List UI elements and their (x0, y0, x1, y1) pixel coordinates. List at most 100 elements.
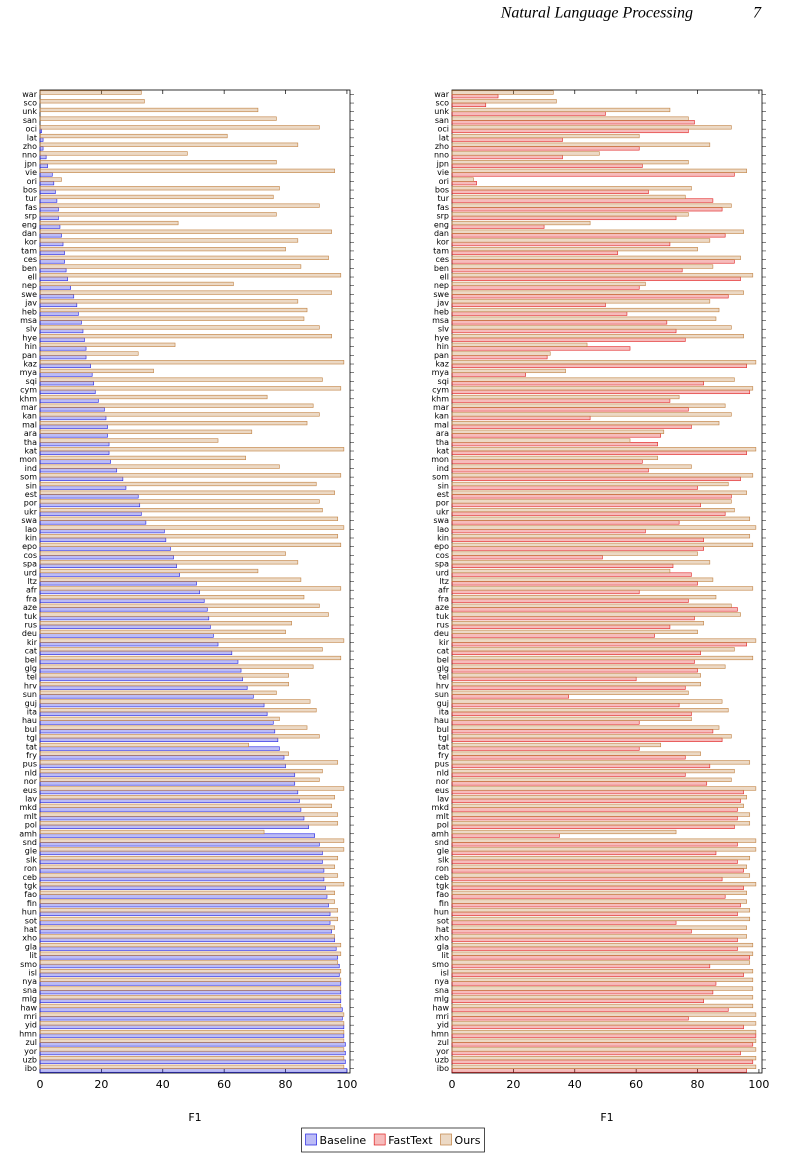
category-label: ukr (24, 507, 38, 516)
category-label: lav (25, 794, 37, 803)
category-label: hye (22, 333, 37, 342)
bar (451, 94, 499, 99)
bar (39, 594, 305, 600)
category-label: som (20, 473, 37, 482)
category-label: yor (436, 1047, 450, 1056)
bar (39, 233, 62, 238)
category-label: tel (439, 673, 449, 682)
bar (451, 316, 717, 321)
category-label: bul (437, 725, 449, 734)
bar (451, 803, 744, 808)
bar (39, 1064, 345, 1069)
bar (39, 360, 345, 365)
bar (39, 551, 286, 556)
bar (451, 920, 677, 925)
bar (451, 198, 714, 203)
bar (39, 429, 253, 434)
category-label: guj (437, 699, 449, 708)
bar (451, 502, 701, 508)
category-label: snd (435, 838, 449, 847)
category-label: hin (25, 342, 37, 351)
category-label: tgk (436, 881, 449, 890)
bar (39, 690, 277, 695)
bar (451, 903, 741, 908)
bar (39, 589, 200, 595)
category-label: isl (28, 968, 37, 977)
category-label: tat (26, 742, 37, 751)
category-label: khm (432, 394, 450, 403)
category-label: bos (23, 186, 37, 195)
bar (39, 450, 110, 455)
category-label: fas (437, 203, 449, 212)
bar (451, 133, 640, 139)
category-label: ceb (23, 873, 37, 882)
bar (451, 981, 717, 986)
bar (451, 1047, 757, 1052)
bar (451, 911, 738, 916)
bar (39, 1038, 345, 1043)
bar (39, 163, 48, 168)
bar (39, 694, 254, 699)
category-label: pol (25, 821, 37, 830)
bar (451, 1003, 754, 1009)
bar (39, 394, 268, 400)
bar (39, 916, 339, 922)
category-label: ori (27, 177, 37, 186)
category-label: kir (27, 638, 38, 647)
bar (39, 438, 219, 443)
bar (39, 642, 219, 647)
bar (39, 942, 342, 948)
bar (451, 942, 754, 948)
bar (451, 647, 735, 652)
category-label: mri (24, 1012, 37, 1021)
bar (451, 377, 735, 382)
category-label: mri (436, 1012, 449, 1021)
bar (451, 885, 744, 890)
category-label: hat (436, 925, 449, 934)
category-label: mya (20, 368, 38, 377)
bar (39, 955, 339, 960)
category-label: spa (435, 560, 449, 569)
bar (451, 725, 720, 730)
x-tick-label: 0 (449, 1078, 456, 1091)
category-label: mlt (24, 812, 37, 821)
bar (451, 111, 606, 116)
bar (451, 476, 741, 482)
category-label: gle (25, 847, 37, 856)
category-label: jpn (436, 159, 449, 168)
bar (451, 455, 658, 461)
running-header: Natural Language Processing (500, 5, 693, 22)
category-label: ori (439, 177, 449, 186)
bar (39, 168, 335, 173)
bar (39, 133, 228, 139)
category-label: mkd (19, 803, 37, 812)
bar (451, 615, 695, 621)
category-label: tam (433, 246, 449, 255)
bar (451, 299, 711, 304)
bar (451, 442, 658, 447)
category-label: deu (434, 629, 449, 638)
bar (39, 807, 302, 812)
bar (39, 90, 142, 95)
bar (451, 160, 689, 165)
bar (39, 372, 93, 377)
bar (451, 534, 751, 539)
bar (451, 238, 711, 243)
bar (39, 555, 174, 560)
bar (451, 146, 640, 151)
category-label: lat (439, 133, 449, 142)
bar (39, 508, 323, 513)
bar (39, 842, 320, 847)
bar (451, 172, 735, 177)
bar (451, 429, 665, 434)
category-label: smo (20, 960, 37, 969)
bar (451, 873, 751, 878)
bar (451, 398, 671, 403)
bar (39, 363, 91, 368)
bar (451, 268, 683, 273)
x-tick-label: 80 (691, 1078, 705, 1091)
bar (451, 220, 591, 226)
bar (451, 951, 754, 956)
category-label: eng (434, 220, 449, 229)
